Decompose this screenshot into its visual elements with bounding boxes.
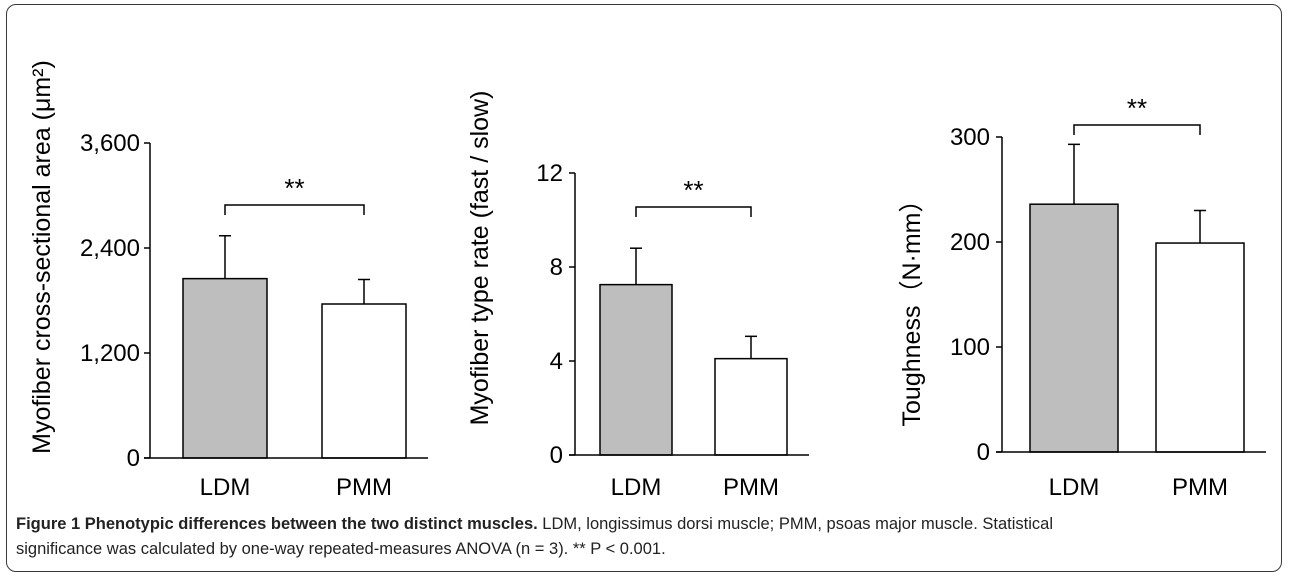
y-tick-label: 300 bbox=[950, 124, 990, 151]
y-tick-label: 2,400 bbox=[80, 235, 140, 262]
chart-panel-cross-sectional-area: LDM PMM 0 1,200 2,400 3,600 Myofiber cross-sec… bbox=[28, 60, 428, 501]
y-axis-title: Toughness（N·mm） bbox=[898, 188, 926, 427]
category-label: PMM bbox=[1172, 474, 1228, 501]
chart-panel-toughness: LDM PMM 0 100 200 300 Toughness（N·mm） ** bbox=[898, 93, 1266, 501]
y-axis-title: Myofiber cross-sectional area (μm²) bbox=[28, 60, 56, 454]
y-tick-label: 0 bbox=[977, 439, 990, 466]
bar-ldm bbox=[182, 277, 268, 459]
bar-ldm bbox=[1029, 203, 1119, 453]
category-label: PMM bbox=[723, 474, 779, 501]
caption-text-1: LDM, longissimus dorsi muscle; PMM, psoa… bbox=[537, 515, 1054, 533]
bar-pmm bbox=[1155, 242, 1245, 453]
y-tick-label: 3,600 bbox=[80, 130, 140, 157]
y-tick-label: 100 bbox=[950, 334, 990, 361]
y-tick-label: 4 bbox=[550, 348, 563, 375]
y-axis-title: Myofiber type rate (fast / slow) bbox=[466, 91, 494, 426]
caption-title: Figure 1 Phenotypic differences between … bbox=[16, 515, 538, 533]
y-tick-label: 1,200 bbox=[80, 340, 140, 367]
bar-ldm bbox=[599, 283, 673, 456]
y-tick-label: 200 bbox=[950, 229, 990, 256]
bar-pmm bbox=[714, 357, 788, 456]
significance-label: ** bbox=[284, 173, 304, 203]
figure-caption: Figure 1 Phenotypic differences between … bbox=[16, 512, 1266, 562]
y-tick-label: 12 bbox=[536, 160, 563, 187]
significance-bracket bbox=[1073, 124, 1201, 135]
chart-panel-fiber-type-rate: LDM PMM 0 4 8 12 Myofiber type rate (fast / sl… bbox=[466, 91, 809, 501]
caption-line-2: significance was calculated by one-way r… bbox=[16, 540, 666, 558]
y-tick-label: 8 bbox=[550, 254, 563, 281]
category-label: PMM bbox=[336, 474, 392, 501]
significance-label: ** bbox=[1127, 93, 1147, 123]
category-label: LDM bbox=[1049, 474, 1100, 501]
significance-bracket bbox=[224, 204, 365, 215]
category-label: LDM bbox=[200, 474, 251, 501]
y-tick-label: 0 bbox=[550, 442, 563, 469]
category-label: LDM bbox=[611, 474, 662, 501]
bar-pmm bbox=[321, 303, 407, 459]
caption-line-1: Figure 1 Phenotypic differences between … bbox=[16, 512, 1266, 537]
figure-frame bbox=[6, 4, 1282, 572]
significance-bracket bbox=[635, 206, 752, 217]
y-tick-label: 0 bbox=[127, 445, 140, 472]
significance-label: ** bbox=[683, 175, 703, 205]
